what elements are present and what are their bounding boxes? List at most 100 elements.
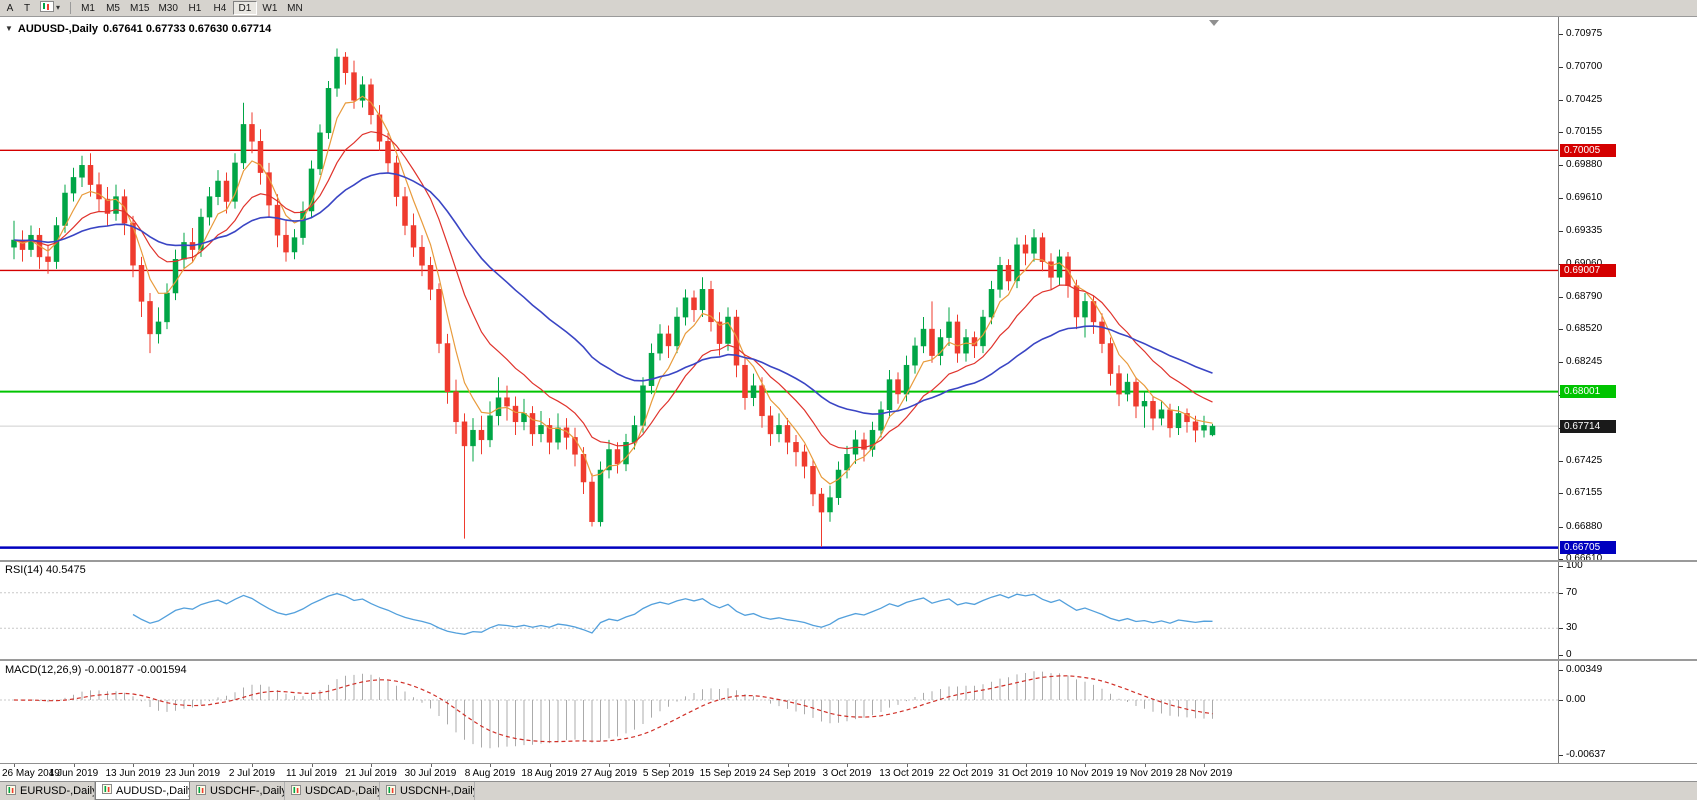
time-tick — [728, 764, 729, 767]
tab-usdchf[interactable]: USDCHF-,Daily — [190, 782, 285, 800]
candle — [1056, 249, 1063, 286]
time-axis-label: 18 Aug 2019 — [521, 768, 578, 779]
price-tick: 0.67425 — [1566, 454, 1603, 466]
panel-splitter-rsi[interactable] — [0, 560, 1697, 562]
timeframe-button-m5[interactable]: M5 — [106, 3, 120, 14]
price-tick-dash — [1559, 526, 1563, 528]
candle — [1005, 259, 1012, 291]
chart-tabs-bar: EURUSD-,Daily AUDUSD-,Daily USDCHF-,Daily U… — [0, 781, 1697, 800]
candle — [776, 413, 782, 443]
price-level-badge-0.66705: 0.66705 — [1560, 541, 1616, 555]
panel-splitter-macd[interactable] — [0, 659, 1697, 661]
moving-average-13 — [13, 131, 1213, 450]
price-tick-dash — [1559, 296, 1563, 298]
tab-eurusd[interactable]: EURUSD-,Daily — [0, 782, 95, 800]
timeframe-button-mn[interactable]: MN — [287, 3, 303, 14]
candle — [317, 124, 323, 175]
time-tick — [73, 764, 75, 767]
chart-type-dropdown-button[interactable]: ▾ — [36, 0, 64, 16]
price-chart-canvas[interactable] — [0, 17, 1558, 560]
time-axis[interactable]: 26 May 2019 4 Jun 2019 13 Jun 2019 23 Jun 2… — [0, 763, 1697, 781]
price-tick-dash — [1559, 362, 1563, 364]
rsi-tick: 30 — [1566, 622, 1578, 634]
timeframe-button-h1[interactable]: H1 — [188, 3, 202, 14]
time-tick — [192, 764, 194, 767]
candle — [699, 277, 706, 318]
time-tick — [371, 764, 372, 767]
candle — [963, 329, 969, 362]
candle — [648, 343, 655, 395]
tab-usdcnh[interactable]: USDCNH-,Daily — [380, 782, 475, 800]
price-tick: 0.68520 — [1566, 323, 1603, 335]
time-axis-label: 3 Oct 2019 — [822, 768, 872, 779]
price-tick: 0.69060 — [1566, 259, 1602, 269]
candle — [784, 418, 791, 455]
macd-panel-canvas[interactable] — [0, 661, 1558, 763]
candle — [215, 170, 221, 206]
time-axis-label: 30 Jul 2019 — [404, 768, 457, 779]
candle — [997, 256, 1003, 298]
time-tick — [966, 764, 967, 767]
candle — [988, 280, 995, 325]
tab-label: USDCAD-,Daily — [305, 785, 380, 797]
candle — [495, 377, 502, 426]
price-level-badge-0.69007: 0.69007 — [1560, 263, 1616, 277]
candle — [750, 373, 757, 407]
candle — [113, 184, 119, 221]
tab-usdcad[interactable]: USDCAD-,Daily — [285, 782, 380, 800]
candle — [810, 459, 816, 507]
price-tick: 0.69880 — [1566, 159, 1603, 171]
rsi-tick-dash — [1559, 655, 1563, 656]
candle — [96, 172, 102, 212]
candle — [546, 418, 553, 455]
timeframe-button-h4[interactable]: H4 — [213, 3, 227, 14]
time-tick — [311, 764, 313, 767]
timeframe-button-d1[interactable]: D1 — [232, 1, 257, 15]
candle — [759, 377, 765, 428]
tab-chart-icon — [291, 784, 301, 798]
tab-label: AUDUSD-,Daily — [116, 784, 190, 797]
candle — [529, 406, 536, 446]
tab-audusd[interactable]: AUDUSD-,Daily — [95, 782, 190, 800]
timeframe-button-m30[interactable]: M30 — [158, 3, 178, 14]
candle — [538, 410, 544, 443]
time-axis-label: 10 Nov 2019 — [1056, 768, 1114, 779]
candle — [402, 187, 408, 236]
candlestick-chart-icon — [40, 0, 54, 16]
candle — [504, 385, 510, 421]
timeframe-button-m1[interactable]: M1 — [81, 3, 95, 14]
candle — [716, 312, 723, 356]
chart-shift-marker[interactable] — [1209, 20, 1219, 26]
macd-tick-dash — [1559, 754, 1563, 756]
timeframe-button-w1[interactable]: W1 — [262, 3, 278, 14]
candle — [920, 317, 927, 354]
candle — [912, 337, 918, 374]
candle — [844, 445, 850, 479]
price-tick: 0.70700 — [1566, 60, 1603, 72]
candle — [181, 232, 187, 269]
time-axis-label: 22 Oct 2019 — [938, 768, 994, 779]
time-tick — [549, 764, 551, 767]
candle — [878, 401, 884, 438]
tab-label: EURUSD-,Daily — [20, 785, 95, 797]
toolbar-button-a[interactable]: A — [6, 3, 14, 14]
candle — [206, 187, 213, 226]
timeframe-button-m15[interactable]: M15 — [130, 3, 150, 14]
macd-tick: -0.00637 — [1566, 748, 1606, 760]
candle — [461, 413, 468, 539]
time-tick — [133, 764, 134, 767]
rsi-tick: 70 — [1566, 586, 1578, 598]
candle — [325, 81, 332, 139]
rsi-panel-canvas[interactable] — [0, 562, 1558, 659]
price-axis[interactable]: 0.70975 0.70700 0.70425 0.70155 0.69880 0.696… — [1558, 17, 1697, 763]
candle — [368, 78, 374, 125]
collapse-icon[interactable]: ▼ — [5, 24, 13, 33]
price-tick: 0.67155 — [1566, 487, 1603, 499]
candle — [1124, 373, 1131, 402]
chart-ohlc-values: 0.67641 0.67733 0.67630 0.67714 — [103, 23, 272, 35]
toolbar-button-t[interactable]: T — [23, 3, 31, 14]
tab-label: USDCNH-,Daily — [400, 785, 475, 797]
rsi-tick: 0 — [1566, 649, 1572, 660]
candle — [300, 201, 306, 245]
candle — [274, 194, 281, 248]
